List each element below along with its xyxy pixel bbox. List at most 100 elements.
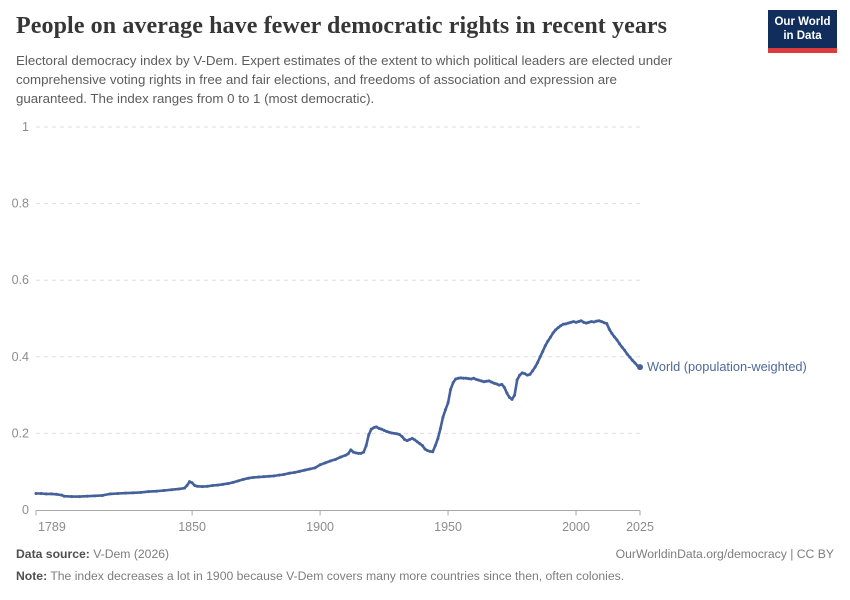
data-point — [548, 335, 552, 339]
data-point — [451, 380, 455, 384]
owid-logo[interactable]: Our World in Data — [768, 10, 837, 53]
data-point — [131, 491, 135, 495]
data-point — [487, 379, 491, 383]
y-tick-label-0.8: 0.8 — [12, 197, 29, 211]
data-point — [431, 450, 435, 454]
data-point — [459, 376, 463, 380]
data-point — [408, 438, 412, 442]
data-point — [195, 484, 199, 488]
data-point — [85, 494, 89, 498]
data-source-label: Data source: — [16, 547, 90, 561]
data-point — [116, 492, 120, 496]
data-point — [356, 451, 360, 455]
data-point — [382, 428, 386, 432]
data-point — [349, 448, 353, 452]
data-point — [528, 372, 532, 376]
data-point — [372, 426, 376, 430]
data-point — [377, 426, 381, 430]
note-value: The index decreases a lot in 1900 becaus… — [47, 569, 625, 583]
note-label: Note: — [16, 569, 48, 583]
data-point — [587, 320, 591, 324]
data-point — [395, 432, 399, 436]
owid-cc-link[interactable]: OurWorldinData.org/democracy | CC BY — [615, 547, 834, 561]
data-point — [205, 484, 209, 488]
data-point — [333, 457, 337, 461]
data-point — [221, 482, 225, 486]
data-point — [579, 319, 583, 323]
subtitle-line: comprehensive voting rights in free and … — [16, 71, 617, 87]
data-point — [520, 371, 524, 375]
data-point — [513, 393, 517, 397]
data-point — [467, 377, 471, 381]
data-point — [623, 348, 627, 352]
data-point — [413, 438, 417, 442]
data-point — [364, 444, 368, 448]
data-point — [246, 476, 250, 480]
data-point — [625, 352, 629, 356]
data-point — [60, 493, 64, 497]
data-point — [193, 483, 197, 487]
data-point — [328, 459, 332, 463]
data-point — [93, 494, 97, 498]
data-point — [490, 380, 494, 384]
data-point — [533, 365, 537, 369]
data-point — [308, 467, 312, 471]
data-point — [277, 473, 281, 477]
data-point — [139, 490, 143, 494]
data-point — [287, 471, 291, 475]
data-point — [426, 449, 430, 453]
data-point — [561, 322, 565, 326]
data-point — [49, 492, 53, 496]
data-point — [597, 319, 601, 323]
data-point — [101, 493, 105, 497]
data-point — [449, 387, 453, 391]
data-point — [571, 320, 575, 324]
y-tick-label-0.2: 0.2 — [12, 426, 29, 440]
data-point — [380, 427, 384, 431]
data-point — [154, 489, 158, 493]
chart-footer: Data source: V-Dem (2026) OurWorldinData… — [16, 547, 834, 583]
x-tick-label-1850: 1850 — [178, 520, 206, 534]
data-point — [538, 355, 542, 359]
data-point — [200, 485, 204, 489]
owid-logo-line1: Our World — [774, 16, 831, 28]
data-point — [574, 320, 578, 324]
data-point — [415, 440, 419, 444]
subtitle-line: Electoral democracy index by V-Dem. Expe… — [16, 53, 673, 68]
data-source-text: Data source: V-Dem (2026) — [16, 547, 169, 561]
data-point — [551, 331, 555, 335]
chart-subtitle: Electoral democracy index by V-Dem. Expe… — [16, 52, 776, 109]
data-point — [577, 320, 581, 324]
data-point — [323, 461, 327, 465]
data-point — [566, 321, 570, 325]
data-point — [523, 372, 527, 376]
data-point — [303, 468, 307, 472]
data-point — [241, 477, 245, 481]
data-point — [474, 377, 478, 381]
data-point — [584, 321, 588, 325]
data-point — [628, 355, 632, 359]
data-point — [615, 338, 619, 342]
data-point — [147, 490, 151, 494]
data-point — [633, 361, 637, 365]
data-point — [124, 491, 128, 495]
data-point — [282, 472, 286, 476]
y-tick-label-0: 0 — [22, 503, 29, 517]
data-point — [410, 436, 414, 440]
data-point — [403, 438, 407, 442]
data-point — [536, 361, 540, 365]
data-point — [492, 381, 496, 385]
data-point — [484, 379, 488, 383]
data-line-world[interactable] — [34, 319, 642, 498]
data-source-value: V-Dem (2026) — [89, 547, 170, 561]
data-point — [170, 488, 174, 492]
data-point — [556, 326, 560, 330]
data-point — [298, 469, 302, 473]
data-point — [607, 327, 611, 331]
x-tick-label-2000: 2000 — [562, 520, 590, 534]
data-point — [502, 385, 506, 389]
data-point — [362, 450, 366, 454]
